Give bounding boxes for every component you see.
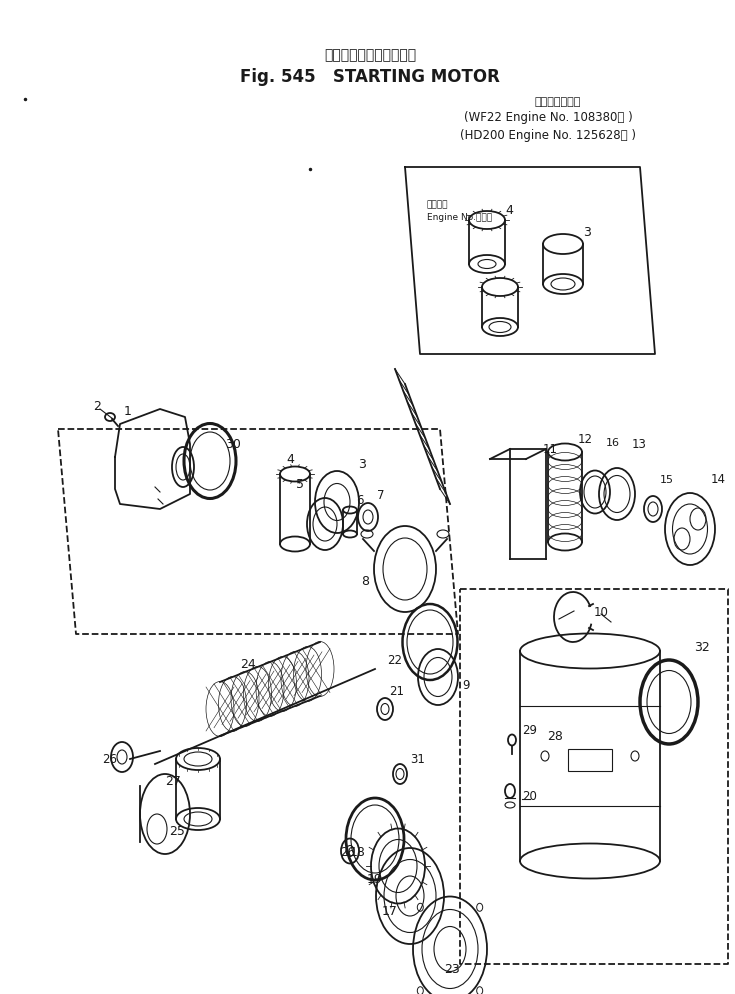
Text: 適　用　号　機: 適 用 号 機	[535, 96, 581, 107]
Text: 7: 7	[377, 489, 384, 502]
Text: Engine No.・・～: Engine No.・・～	[427, 214, 492, 223]
Text: 17: 17	[382, 905, 398, 917]
Text: スターティング　モータ: スターティング モータ	[324, 48, 416, 62]
Text: 26: 26	[102, 752, 118, 765]
Text: 3: 3	[583, 227, 591, 240]
Text: 19: 19	[367, 873, 383, 886]
Text: 4: 4	[505, 205, 513, 218]
Text: 14: 14	[711, 473, 725, 486]
Text: 11: 11	[542, 443, 558, 456]
Text: (HD200 Engine No. 125628～ ): (HD200 Engine No. 125628～ )	[460, 129, 636, 142]
Text: 適用号機: 適用号機	[427, 201, 448, 210]
Text: 21: 21	[390, 685, 404, 698]
Text: 2: 2	[93, 401, 101, 414]
Text: 13: 13	[631, 438, 647, 451]
Text: (WF22 Engine No. 108380～ ): (WF22 Engine No. 108380～ )	[464, 111, 632, 124]
Text: 20: 20	[523, 789, 537, 803]
Text: 29: 29	[523, 724, 537, 737]
Text: 23: 23	[444, 962, 460, 975]
Text: Fig. 545   STARTING MOTOR: Fig. 545 STARTING MOTOR	[240, 68, 500, 85]
Text: 5: 5	[296, 478, 304, 491]
Text: 28: 28	[547, 730, 563, 743]
Text: 3: 3	[358, 458, 366, 471]
Text: 15: 15	[660, 474, 674, 484]
Text: 12: 12	[578, 433, 592, 446]
Text: 31: 31	[411, 752, 426, 765]
Text: 32: 32	[694, 641, 710, 654]
Text: 8: 8	[361, 575, 369, 587]
Text: 18: 18	[350, 846, 366, 859]
Text: 1: 1	[124, 406, 132, 418]
Text: 25: 25	[169, 825, 185, 838]
Bar	[568, 749, 612, 771]
Text: 6: 6	[356, 494, 364, 507]
Text: 9: 9	[462, 679, 470, 692]
Text: 10: 10	[594, 606, 609, 619]
Text: 27: 27	[165, 774, 181, 787]
Text: 30: 30	[225, 438, 241, 451]
Text: 4: 4	[286, 453, 294, 466]
Text: 24: 24	[240, 658, 256, 671]
Text: 22: 22	[387, 654, 403, 667]
Text: 26: 26	[340, 846, 356, 859]
Text: 16: 16	[606, 437, 620, 447]
